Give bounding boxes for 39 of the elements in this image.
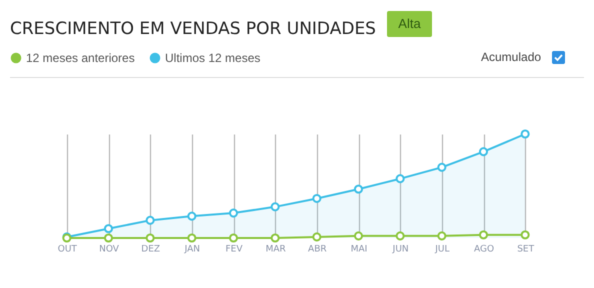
x-tick-label: ABR bbox=[308, 244, 327, 254]
point bbox=[312, 194, 322, 204]
point bbox=[187, 212, 196, 221]
point bbox=[104, 224, 114, 234]
point bbox=[396, 231, 405, 240]
text: Acumulado bbox=[481, 50, 542, 64]
point bbox=[396, 174, 405, 184]
point bbox=[312, 232, 322, 242]
point bbox=[520, 230, 530, 240]
x-tick-label: JAN bbox=[184, 244, 200, 254]
x-tick-label: SET bbox=[517, 244, 535, 254]
point bbox=[437, 231, 446, 240]
point bbox=[478, 147, 488, 156]
chart-title: CRESCIMENTO EM VENDAS POR UNIDADES bbox=[10, 19, 376, 39]
x-tick-label: NOV bbox=[99, 244, 120, 254]
x-tick-label: AGO bbox=[474, 244, 494, 254]
point bbox=[270, 233, 280, 243]
x-tick-label: OUT bbox=[58, 244, 78, 254]
legend-label: 12 meses anteriores bbox=[26, 51, 135, 65]
point bbox=[354, 231, 364, 240]
x-tick-label: JUL bbox=[434, 244, 450, 254]
x-tick-label: JUN bbox=[392, 244, 409, 254]
point bbox=[146, 233, 155, 243]
x-tick-label: FEV bbox=[225, 244, 244, 254]
point bbox=[354, 184, 364, 194]
x-tick-label: MAR bbox=[266, 244, 286, 254]
point bbox=[520, 129, 530, 139]
point bbox=[478, 230, 488, 240]
point bbox=[104, 233, 114, 243]
point bbox=[437, 162, 446, 172]
point bbox=[270, 202, 280, 212]
point bbox=[187, 233, 196, 243]
x-tick-label: MAI bbox=[350, 244, 368, 254]
x-tick-label: DEZ bbox=[141, 244, 160, 254]
text: Alta bbox=[387, 11, 432, 37]
point bbox=[228, 208, 238, 218]
point bbox=[228, 233, 238, 243]
legend-label: Ultimos 12 meses bbox=[165, 51, 260, 65]
point bbox=[146, 216, 155, 225]
